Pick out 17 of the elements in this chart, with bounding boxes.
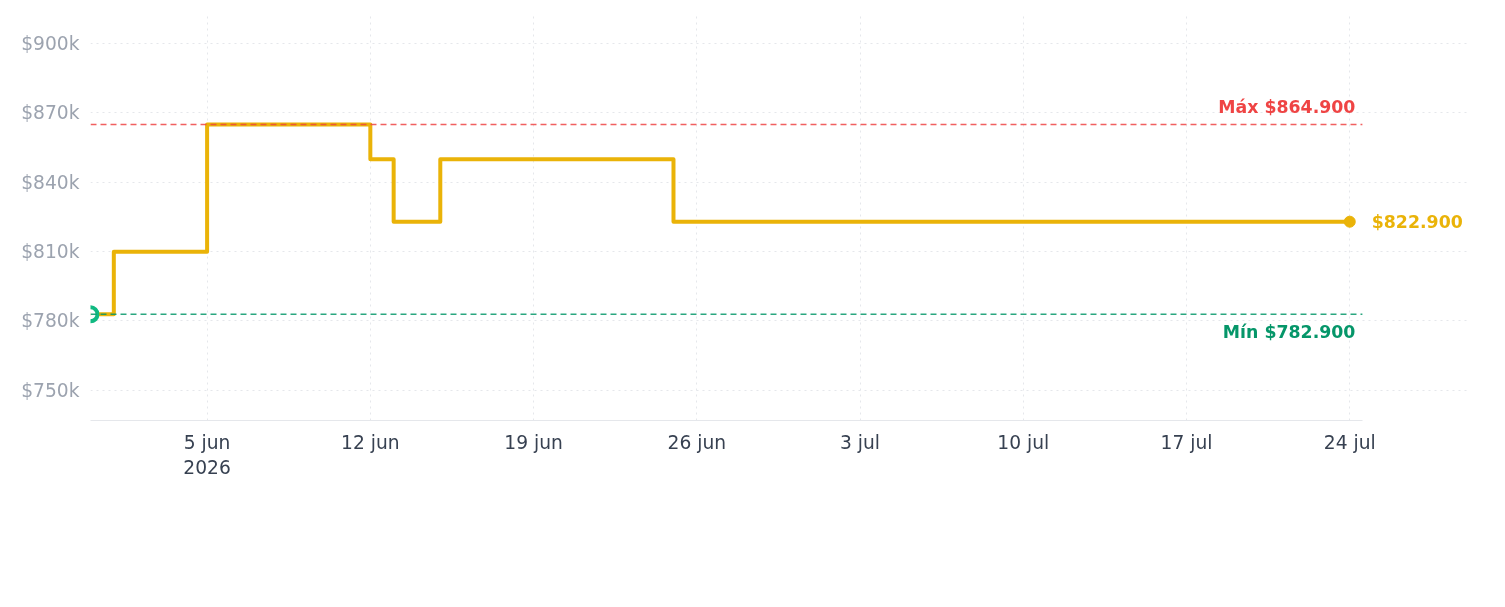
y-tick-label: $900k (21, 32, 80, 54)
ref-line-label: Máx $864.900 (1218, 96, 1356, 117)
x-tick-label: 26 jun (667, 431, 727, 453)
x-tick-label: 19 jun (504, 431, 563, 453)
x-tick-label: 3 jul (840, 431, 881, 453)
y-tick-label: $870k (21, 102, 80, 124)
y-tick-label: $840k (21, 171, 80, 193)
x-tick-label: 12 jun (341, 431, 400, 453)
annotation: $822.900 (1371, 211, 1463, 232)
x-tick-label: 10 jul (997, 431, 1050, 453)
x-tick-label: 17 jul (1160, 431, 1213, 453)
x-tick-label: 24 jul (1323, 431, 1376, 453)
y-tick-label: $750k (21, 379, 80, 401)
y-tick-label: $780k (21, 310, 80, 332)
y-tick-label: $810k (21, 241, 80, 263)
ref-line-label: Mín $782.900 (1222, 322, 1356, 343)
x-tick-label: 5 jun 2026 (183, 431, 231, 478)
